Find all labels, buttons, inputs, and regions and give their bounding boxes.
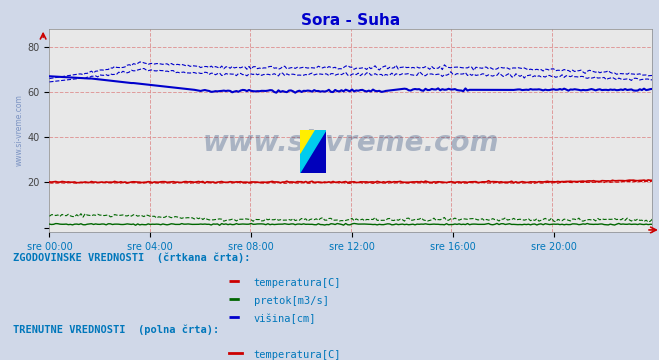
Text: TRENUTNE VREDNOSTI  (polna črta):: TRENUTNE VREDNOSTI (polna črta): — [13, 324, 219, 335]
Text: višina[cm]: višina[cm] — [254, 314, 316, 324]
Polygon shape — [300, 130, 326, 173]
Text: temperatura[C]: temperatura[C] — [254, 278, 341, 288]
Text: www.si-vreme.com: www.si-vreme.com — [203, 129, 499, 157]
Text: temperatura[C]: temperatura[C] — [254, 350, 341, 360]
Polygon shape — [300, 130, 326, 173]
Text: ZGODOVINSKE VREDNOSTI  (črtkana črta):: ZGODOVINSKE VREDNOSTI (črtkana črta): — [13, 252, 250, 263]
Text: pretok[m3/s]: pretok[m3/s] — [254, 296, 329, 306]
Text: www.si-vreme.com: www.si-vreme.com — [14, 95, 24, 166]
Polygon shape — [300, 130, 314, 153]
Title: Sora - Suha: Sora - Suha — [301, 13, 401, 28]
